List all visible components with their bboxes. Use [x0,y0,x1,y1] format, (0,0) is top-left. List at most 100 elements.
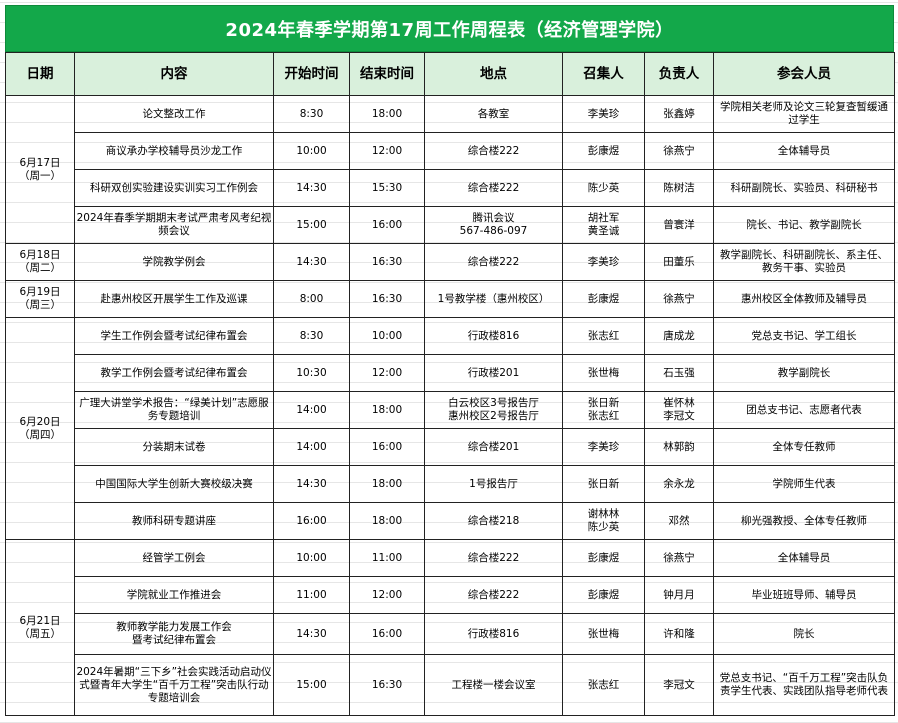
attendees-cell[interactable]: 惠州校区全体教师及辅导员 [713,280,895,318]
end-time-cell[interactable]: 15:30 [349,169,425,207]
location-cell[interactable]: 行政楼816 [424,613,563,655]
header-owner[interactable]: 负责人 [644,52,714,96]
content-cell[interactable]: 分装期末试卷 [74,428,274,466]
start-time-cell[interactable]: 11:00 [273,576,350,614]
start-time-cell[interactable]: 14:30 [273,243,350,281]
convener-cell[interactable]: 李美珍 [562,243,645,281]
content-cell[interactable]: 论文整改工作 [74,95,274,133]
attendees-cell[interactable]: 学院师生代表 [713,465,895,503]
end-time-cell[interactable]: 16:30 [349,243,425,281]
start-time-cell[interactable]: 14:30 [273,613,350,655]
owner-cell[interactable]: 徐燕宁 [644,539,714,577]
convener-cell[interactable]: 胡社军 黄圣诚 [562,206,645,244]
start-time-cell[interactable]: 14:00 [273,428,350,466]
date-cell[interactable]: 6月21日 （周五） [5,539,75,716]
location-cell[interactable]: 工程楼一楼会议室 [424,654,563,716]
start-time-cell[interactable]: 10:30 [273,354,350,392]
content-cell[interactable]: 中国国际大学生创新大赛校级决赛 [74,465,274,503]
content-cell[interactable]: 2024年春季学期期末考试严肃考风考纪视频会议 [74,206,274,244]
attendees-cell[interactable]: 全体辅导员 [713,132,895,170]
owner-cell[interactable]: 曾寰洋 [644,206,714,244]
convener-cell[interactable]: 李美珍 [562,428,645,466]
date-cell[interactable]: 6月18日 （周二） [5,243,75,281]
content-cell[interactable]: 教学工作例会暨考试纪律布置会 [74,354,274,392]
attendees-cell[interactable]: 团总支书记、志愿者代表 [713,391,895,429]
location-cell[interactable]: 1号教学楼（惠州校区） [424,280,563,318]
start-time-cell[interactable]: 15:00 [273,654,350,716]
owner-cell[interactable]: 邓然 [644,502,714,540]
location-cell[interactable]: 综合楼222 [424,169,563,207]
end-time-cell[interactable]: 18:00 [349,95,425,133]
date-cell[interactable]: 6月17日 （周一） [5,95,75,244]
attendees-cell[interactable]: 教学副院长 [713,354,895,392]
owner-cell[interactable]: 徐燕宁 [644,280,714,318]
start-time-cell[interactable]: 14:30 [273,465,350,503]
header-attendees[interactable]: 参会人员 [713,52,895,96]
location-cell[interactable]: 综合楼218 [424,502,563,540]
date-cell[interactable]: 6月20日 （周四） [5,317,75,540]
start-time-cell[interactable]: 15:00 [273,206,350,244]
end-time-cell[interactable]: 12:00 [349,132,425,170]
owner-cell[interactable]: 张鑫婷 [644,95,714,133]
end-time-cell[interactable]: 10:00 [349,317,425,355]
date-cell[interactable]: 6月19日 （周三） [5,280,75,318]
start-time-cell[interactable]: 14:30 [273,169,350,207]
owner-cell[interactable]: 徐燕宁 [644,132,714,170]
end-time-cell[interactable]: 18:00 [349,465,425,503]
end-time-cell[interactable]: 16:00 [349,428,425,466]
attendees-cell[interactable]: 全体辅导员 [713,539,895,577]
end-time-cell[interactable]: 18:00 [349,502,425,540]
header-location[interactable]: 地点 [424,52,563,96]
content-cell[interactable]: 商议承办学校辅导员沙龙工作 [74,132,274,170]
convener-cell[interactable]: 谢林林 陈少英 [562,502,645,540]
attendees-cell[interactable]: 毕业班班导师、辅导员 [713,576,895,614]
attendees-cell[interactable]: 学院相关老师及论文三轮复查暂缓通过学生 [713,95,895,133]
owner-cell[interactable]: 林郭韵 [644,428,714,466]
location-cell[interactable]: 各教室 [424,95,563,133]
start-time-cell[interactable]: 8:30 [273,317,350,355]
convener-cell[interactable]: 彭康煜 [562,280,645,318]
convener-cell[interactable]: 张志红 [562,654,645,716]
sheet-title[interactable]: 2024年春季学期第17周工作周程表（经济管理学院） [5,5,894,52]
content-cell[interactable]: 学院教学例会 [74,243,274,281]
content-cell[interactable]: 学院就业工作推进会 [74,576,274,614]
header-date[interactable]: 日期 [5,52,75,96]
location-cell[interactable]: 综合楼222 [424,539,563,577]
location-cell[interactable]: 行政楼201 [424,354,563,392]
header-start-time[interactable]: 开始时间 [273,52,350,96]
header-convener[interactable]: 召集人 [562,52,645,96]
convener-cell[interactable]: 彭康煜 [562,576,645,614]
attendees-cell[interactable]: 党总支书记、学工组长 [713,317,895,355]
owner-cell[interactable]: 石玉强 [644,354,714,392]
convener-cell[interactable]: 彭康煜 [562,539,645,577]
start-time-cell[interactable]: 8:00 [273,280,350,318]
content-cell[interactable]: 教师教学能力发展工作会 暨考试纪律布置会 [74,613,274,655]
owner-cell[interactable]: 余永龙 [644,465,714,503]
end-time-cell[interactable]: 16:30 [349,654,425,716]
attendees-cell[interactable]: 院长 [713,613,895,655]
location-cell[interactable]: 腾讯会议 567-486-097 [424,206,563,244]
owner-cell[interactable]: 李冠文 [644,654,714,716]
start-time-cell[interactable]: 16:00 [273,502,350,540]
content-cell[interactable]: 赴惠州校区开展学生工作及巡课 [74,280,274,318]
convener-cell[interactable]: 张世梅 [562,354,645,392]
owner-cell[interactable]: 崔怀林 李冠文 [644,391,714,429]
convener-cell[interactable]: 张世梅 [562,613,645,655]
end-time-cell[interactable]: 12:00 [349,576,425,614]
header-end-time[interactable]: 结束时间 [349,52,425,96]
start-time-cell[interactable]: 14:00 [273,391,350,429]
location-cell[interactable]: 综合楼222 [424,576,563,614]
end-time-cell[interactable]: 16:30 [349,280,425,318]
location-cell[interactable]: 综合楼222 [424,243,563,281]
convener-cell[interactable]: 张志红 [562,317,645,355]
convener-cell[interactable]: 彭康煜 [562,132,645,170]
attendees-cell[interactable]: 教学副院长、科研副院长、系主任、教务干事、实验员 [713,243,895,281]
content-cell[interactable]: 教师科研专题讲座 [74,502,274,540]
convener-cell[interactable]: 陈少英 [562,169,645,207]
attendees-cell[interactable]: 科研副院长、实验员、科研秘书 [713,169,895,207]
start-time-cell[interactable]: 10:00 [273,539,350,577]
header-content[interactable]: 内容 [74,52,274,96]
attendees-cell[interactable]: 全体专任教师 [713,428,895,466]
convener-cell[interactable]: 李美珍 [562,95,645,133]
content-cell[interactable]: 经管学工例会 [74,539,274,577]
